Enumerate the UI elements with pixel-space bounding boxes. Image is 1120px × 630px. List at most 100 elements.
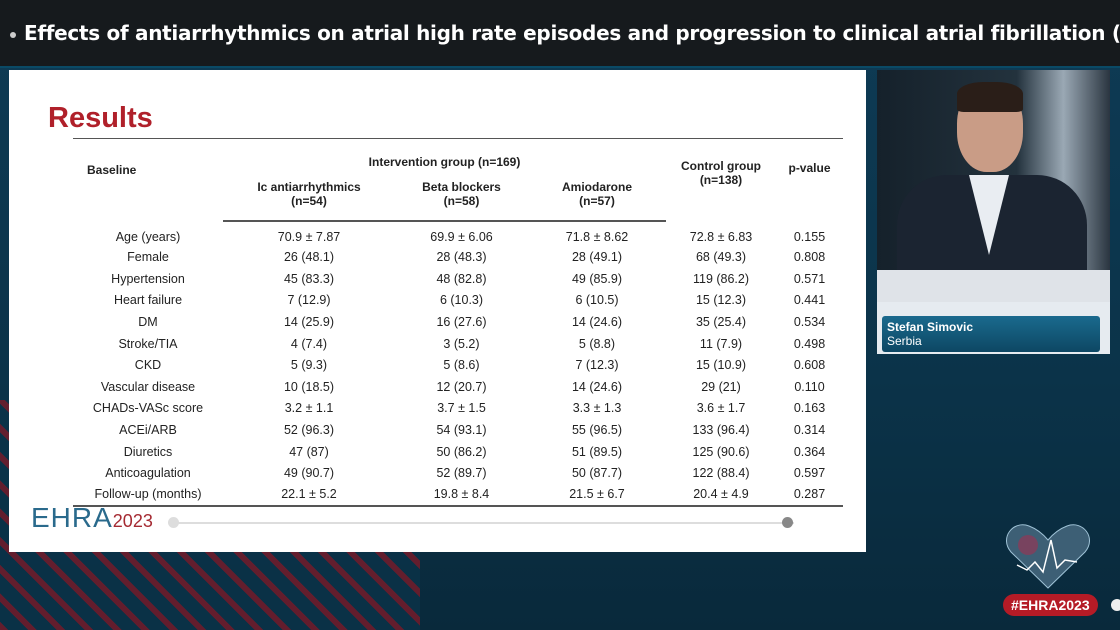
table-cell: 50 (86.2) [436, 444, 487, 459]
table-cell: 68 (49.3) [695, 250, 747, 265]
table-cell: 125 (90.6) [692, 444, 750, 459]
table-row: Follow-up (months) 22.1 ± 5.2 19.8 ± 8.4 21… [73, 484, 843, 507]
table-cell: 49 (90.7) [283, 466, 335, 481]
table-cell: 0.608 [793, 358, 826, 373]
table-row: Diuretics 47 (87) 50 (86.2) 51 (89.5) 125 (9… [73, 441, 843, 463]
table-cell: 122 (88.4) [692, 466, 750, 481]
table-cell: 12 (20.7) [436, 379, 487, 394]
table-row: Stroke/TIA 4 (7.4) 3 (5.2) 5 (8.8) 11 (7.9) 0… [73, 333, 843, 355]
table-cell: 50 (87.7) [571, 466, 623, 481]
table-cell: 52 (96.3) [283, 423, 335, 438]
table-row: Female 26 (48.1) 28 (48.3) 28 (49.1) 68 (49.… [73, 247, 843, 269]
table-row: Heart failure 7 (12.9) 6 (10.3) 6 (10.5) 15 … [73, 290, 843, 312]
row-label: CKD [134, 358, 162, 373]
row-label: Anticoagulation [105, 466, 191, 481]
table-row: Age (years) 70.9 ± 7.87 69.9 ± 6.06 71.8 ± … [73, 221, 843, 247]
table-cell: 28 (49.1) [571, 250, 623, 265]
table-cell: 0.571 [793, 271, 826, 286]
podium [877, 270, 1110, 302]
table-cell: 11 (7.9) [699, 336, 743, 351]
table-cell: 0.534 [793, 315, 826, 330]
table-cell: 55 (96.5) [571, 423, 623, 438]
table-cell: 10 (18.5) [283, 379, 335, 394]
column-header: Control group (n=138) [666, 138, 776, 221]
table-cell: 69.9 ± 6.06 [430, 230, 493, 244]
table-cell: 5 (8.6) [443, 358, 480, 373]
table-cell: 5 (8.8) [578, 336, 616, 351]
table-cell: 0.597 [793, 466, 826, 481]
table-row: ACEi/ARB 52 (96.3) 54 (93.1) 55 (96.5) 133 (… [73, 419, 843, 441]
row-label: Female [127, 250, 169, 265]
table-cell: 26 (48.1) [283, 250, 335, 265]
table-cell: 15 (12.3) [695, 293, 747, 308]
row-label: Age (years) [115, 229, 181, 244]
table-cell: 5 (9.3) [290, 358, 328, 373]
table-cell: 72.8 ± 6.83 [689, 229, 753, 244]
column-header: Amiodarone (n=57) [528, 174, 666, 222]
heart-logo-icon [1006, 524, 1090, 589]
row-label: CHADs-VASc score [92, 401, 204, 416]
table-cell: 3.6 ± 1.7 [696, 401, 746, 416]
row-label: Diuretics [123, 444, 173, 459]
table-cell: 35 (25.4) [695, 315, 747, 330]
table-cell: 29 (21) [701, 379, 741, 394]
table-cell: 0.364 [793, 444, 826, 459]
baseline-header: Baseline [73, 138, 223, 221]
table-cell: 3.2 ± 1.1 [284, 401, 334, 416]
table-cell: 52 (89.7) [436, 466, 487, 481]
baseline-table: Baseline Intervention group (n=169) Cont… [73, 138, 843, 507]
bullet-dot [10, 32, 16, 38]
table-row: CHADs-VASc score 3.2 ± 1.1 3.7 ± 1.5 3.3 ± … [73, 398, 843, 420]
speaker-nameplate: Stefan Simovic Serbia [877, 302, 1110, 354]
hashtag-badge: #EHRA2023 [1003, 594, 1098, 616]
table-cell: 51 (89.5) [571, 444, 623, 459]
speaker-hair [957, 82, 1023, 112]
table-cell: 49 (85.9) [571, 271, 623, 286]
row-label: DM [138, 315, 158, 330]
table-cell: 16 (27.6) [436, 315, 487, 330]
table-cell: 3.7 ± 1.5 [437, 401, 486, 416]
table-cell: 133 (96.4) [692, 423, 750, 438]
table-cell: 0.314 [793, 423, 826, 438]
row-label: Stroke/TIA [118, 336, 178, 351]
slide-progress-track [174, 522, 794, 524]
row-label: ACEi/ARB [119, 423, 177, 438]
table-cell: 71.8 ± 8.62 [565, 230, 629, 244]
speaker-video [877, 70, 1110, 302]
table-cell: 22.1 ± 5.2 [223, 484, 395, 507]
table-cell: 6 (10.3) [439, 293, 484, 308]
table-cell: 0.498 [793, 336, 826, 351]
column-header: Beta blockers (n=58) [395, 174, 528, 222]
table-cell: 3 (5.2) [443, 336, 480, 351]
table-cell: 70.9 ± 7.87 [277, 230, 341, 244]
row-label: Heart failure [113, 293, 183, 308]
table-cell: 54 (93.1) [436, 423, 487, 438]
title-bar: Effects of antiarrhythmics on atrial hig… [0, 0, 1120, 68]
table-cell: 47 (87) [289, 444, 329, 459]
table-cell: 0.441 [793, 293, 826, 308]
speaker-country: Serbia [887, 334, 922, 348]
table-cell: 28 (48.3) [436, 250, 487, 265]
table-cell: 7 (12.3) [575, 358, 619, 373]
table-cell: 4 (7.4) [290, 336, 328, 351]
table-row: CKD 5 (9.3) 5 (8.6) 7 (12.3) 15 (10.9) 0.608 [73, 354, 843, 376]
table-cell: 0.110 [794, 379, 825, 394]
ehra-logo: EHRA2023 [31, 502, 153, 533]
progress-start-dot [168, 517, 179, 528]
table-cell: 7 (12.9) [287, 293, 331, 308]
table-row: Anticoagulation 49 (90.7) 52 (89.7) 50 (87.… [73, 462, 843, 484]
table-cell: 3.3 ± 1.3 [572, 401, 622, 416]
table-cell: 15 (10.9) [695, 358, 747, 373]
table-cell: 119 (86.2) [692, 271, 750, 286]
table-cell: 45 (83.3) [283, 271, 335, 286]
table-cell: 6 (10.5) [575, 293, 619, 308]
speaker-name: Stefan Simovic [887, 320, 974, 334]
table-row: DM 14 (25.9) 16 (27.6) 14 (24.6) 35 (25.4) 0.… [73, 311, 843, 333]
side-dot [1111, 599, 1120, 611]
progress-handle[interactable] [782, 517, 793, 528]
column-header: p-value [776, 138, 843, 221]
row-label: Hypertension [111, 271, 185, 286]
table-cell: 14 (25.9) [283, 315, 335, 330]
table-cell: 48 (82.8) [436, 271, 487, 286]
table-cell: 0.155 [793, 229, 826, 244]
